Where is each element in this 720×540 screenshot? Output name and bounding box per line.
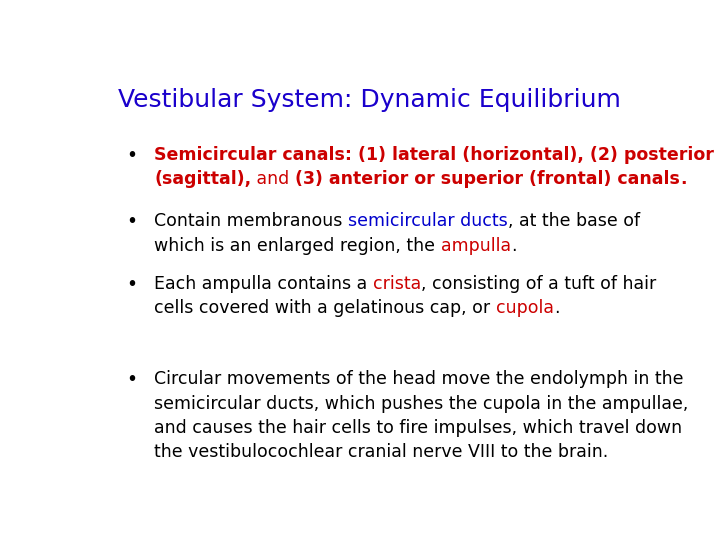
Text: semicircular ducts, which pushes the cupola in the ampullae,: semicircular ducts, which pushes the cup… — [154, 395, 688, 413]
Text: .: . — [510, 237, 516, 254]
Text: Each ampulla contains a: Each ampulla contains a — [154, 275, 373, 293]
Text: cupola: cupola — [496, 299, 554, 317]
Text: , at the base of: , at the base of — [508, 212, 640, 231]
Text: the vestibulocochlear cranial nerve VIII to the brain.: the vestibulocochlear cranial nerve VIII… — [154, 443, 608, 461]
Text: , consisting of a tuft of hair: , consisting of a tuft of hair — [421, 275, 657, 293]
Text: (3) anterior or superior (frontal) canals: (3) anterior or superior (frontal) canal… — [295, 170, 680, 188]
Text: •: • — [126, 275, 138, 294]
Text: semicircular ducts: semicircular ducts — [348, 212, 508, 231]
Text: •: • — [126, 370, 138, 389]
Text: Vestibular System: Dynamic Equilibrium: Vestibular System: Dynamic Equilibrium — [117, 87, 621, 112]
Text: crista: crista — [373, 275, 421, 293]
Text: ampulla: ampulla — [441, 237, 510, 254]
Text: Circular movements of the head move the endolymph in the: Circular movements of the head move the … — [154, 370, 684, 388]
Text: and: and — [251, 170, 295, 188]
Text: Semicircular canals: (1) lateral (horizontal), (2) posterior: Semicircular canals: (1) lateral (horizo… — [154, 146, 714, 164]
Text: Contain membranous: Contain membranous — [154, 212, 348, 231]
Text: •: • — [126, 146, 138, 165]
Text: (sagittal),: (sagittal), — [154, 170, 251, 188]
Text: cells covered with a gelatinous cap, or: cells covered with a gelatinous cap, or — [154, 299, 496, 317]
Text: •: • — [126, 212, 138, 232]
Text: .: . — [680, 170, 686, 188]
Text: .: . — [554, 299, 559, 317]
Text: and causes the hair cells to fire impulses, which travel down: and causes the hair cells to fire impuls… — [154, 418, 683, 437]
Text: which is an enlarged region, the: which is an enlarged region, the — [154, 237, 441, 254]
